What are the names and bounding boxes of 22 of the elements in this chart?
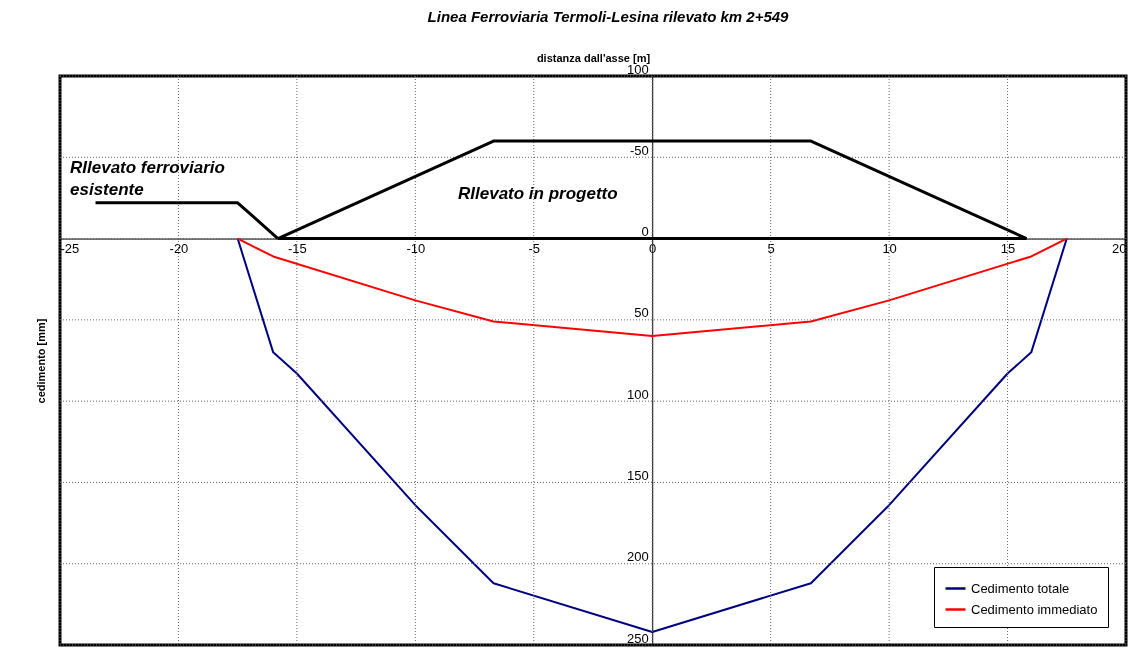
x-axis-title: distanza dall'asse [m] (536, 51, 651, 64)
y-axis-title: cedimento [mm] (34, 318, 47, 404)
x-tick-label: -10 (406, 241, 426, 257)
y-tick-label: 250 (627, 630, 649, 646)
annotation: RIlevato ferroviario esistente (70, 158, 225, 199)
y-tick-label: 100 (627, 386, 649, 402)
x-tick-label: -25 (60, 241, 80, 257)
x-tick-label: 5 (767, 241, 775, 257)
x-tick-label: 15 (1000, 241, 1016, 257)
y-tick-label: 0 (641, 224, 649, 240)
annotation: RIlevato in progetto (458, 184, 618, 203)
x-tick-label: -15 (287, 241, 307, 257)
x-tick-label: 10 (882, 241, 897, 257)
y-tick-label: 200 (627, 549, 649, 565)
legend-label: Cedimento immediato (971, 601, 1098, 617)
x-tick-label: -5 (528, 241, 541, 257)
legend-label: Cedimento totale (971, 580, 1070, 596)
y-tick-label: -50 (629, 142, 649, 158)
y-tick-label: 150 (627, 467, 649, 483)
y-tick-label: 50 (634, 305, 649, 321)
x-tick-label: -20 (169, 241, 189, 257)
chart-title: Linea Ferroviaria Termoli-Lesina rilevato km 2+549 (427, 8, 790, 25)
